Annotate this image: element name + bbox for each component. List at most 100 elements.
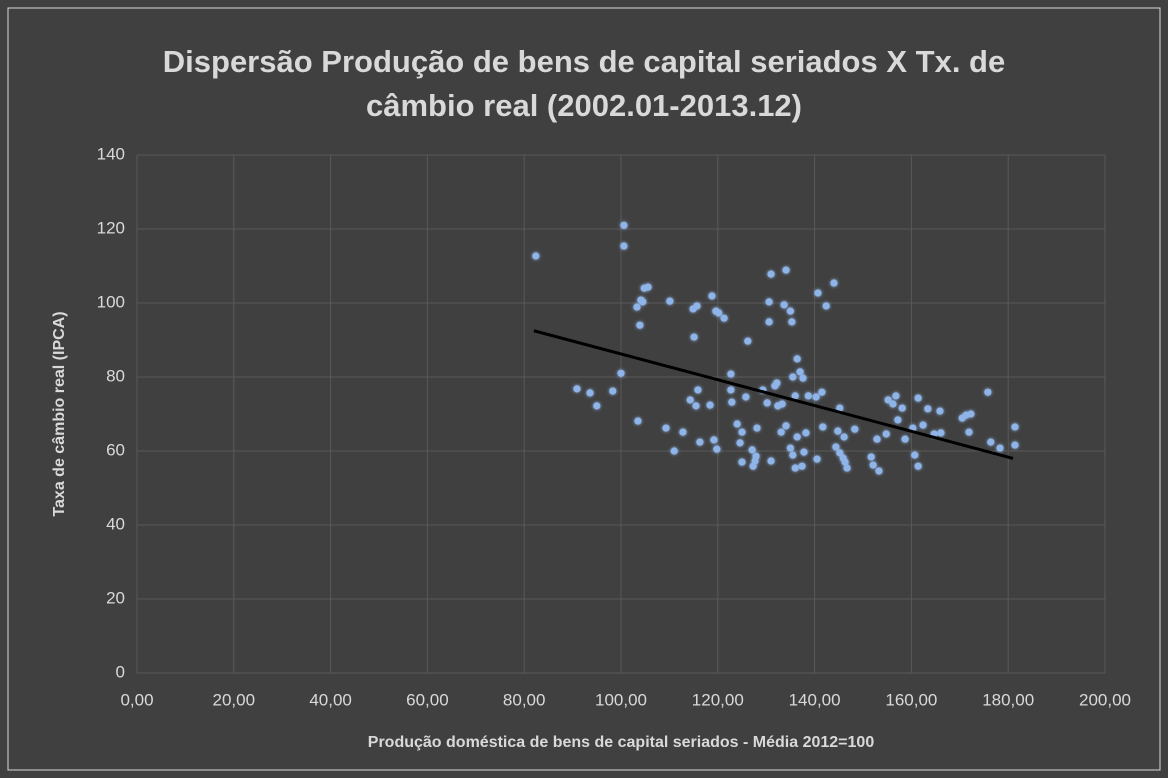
- scatter-point: [777, 428, 785, 436]
- scatter-point: [869, 461, 877, 469]
- scatter-point: [744, 337, 752, 345]
- y-tick-label: 0: [116, 662, 125, 681]
- scatter-point: [748, 446, 756, 454]
- scatter-point: [889, 400, 897, 408]
- scatter-point: [767, 457, 775, 465]
- scatter-point: [617, 369, 625, 377]
- scatter-point: [620, 221, 628, 229]
- scatter-point: [690, 333, 698, 341]
- scatter-point: [984, 388, 992, 396]
- scatter-point: [987, 438, 995, 446]
- scatter-point: [644, 283, 652, 291]
- scatter-point: [813, 455, 821, 463]
- scatter-point: [708, 292, 716, 300]
- scatter-point: [894, 416, 902, 424]
- scatter-point: [666, 297, 674, 305]
- scatter-point: [727, 386, 735, 394]
- x-tick-label: 160,00: [885, 690, 937, 709]
- scatter-point: [996, 444, 1004, 452]
- x-tick-label: 120,00: [692, 690, 744, 709]
- scatter-point: [830, 279, 838, 287]
- scatter-point: [780, 301, 788, 309]
- scatter-point: [706, 401, 714, 409]
- y-tick-label: 60: [106, 440, 125, 459]
- scatter-point: [789, 451, 797, 459]
- scatter-point: [819, 423, 827, 431]
- scatter-point: [796, 368, 804, 376]
- scatter-point: [875, 467, 883, 475]
- scatter-point: [914, 394, 922, 402]
- scatter-point: [728, 398, 736, 406]
- scatter-point: [799, 374, 807, 382]
- scatter-point: [873, 435, 881, 443]
- scatter-point: [840, 433, 848, 441]
- scatter-point: [884, 396, 892, 404]
- scatter-point: [836, 404, 844, 412]
- scatter-point: [1011, 423, 1019, 431]
- scatter-point: [752, 452, 760, 460]
- scatter-point: [662, 424, 670, 432]
- scatter-point: [738, 428, 746, 436]
- scatter-point: [802, 429, 810, 437]
- scatter-point: [532, 252, 540, 260]
- y-tick-label: 120: [97, 218, 125, 237]
- scatter-point: [692, 402, 700, 410]
- scatter-point: [791, 392, 799, 400]
- y-tick-label: 140: [97, 144, 125, 163]
- scatter-point: [634, 417, 642, 425]
- scatter-point: [696, 438, 704, 446]
- scatter-point: [713, 445, 721, 453]
- y-tick-label: 100: [97, 292, 125, 311]
- scatter-point: [786, 307, 795, 315]
- scatter-point: [793, 355, 801, 363]
- scatter-point: [901, 435, 909, 443]
- scatter-point: [715, 309, 723, 317]
- x-tick-label: 60,00: [406, 690, 449, 709]
- y-tick-label: 40: [106, 514, 125, 533]
- scatter-point: [694, 386, 702, 394]
- scatter-point: [679, 428, 687, 436]
- scatter-point: [812, 393, 820, 401]
- scatter-point: [693, 302, 701, 310]
- scatter-point: [620, 242, 628, 250]
- scatter-point: [765, 298, 773, 306]
- scatter-point: [793, 433, 801, 441]
- chart-frame: [7, 7, 1161, 771]
- trendline: [533, 329, 1014, 460]
- scatter-point: [867, 453, 875, 461]
- scatter-point: [937, 429, 945, 437]
- scatter-point: [936, 407, 944, 415]
- x-tick-label: 200,00: [1079, 690, 1131, 709]
- scatter-point: [636, 321, 644, 329]
- scatter-point: [789, 373, 797, 381]
- scatter-point: [814, 289, 822, 297]
- x-axis-title: Produção doméstica de bens de capital se…: [368, 734, 875, 751]
- scatter-point: [782, 266, 790, 274]
- scatter-point: [834, 427, 842, 435]
- scatter-point: [742, 393, 750, 401]
- scatter-point: [882, 430, 890, 438]
- scatter-point: [586, 389, 594, 397]
- scatter-point: [763, 399, 771, 407]
- scatter-point: [767, 270, 775, 278]
- scatter-point: [898, 404, 906, 412]
- scatter-point: [593, 402, 601, 410]
- scatter-point: [788, 318, 796, 326]
- scatter-point: [720, 314, 728, 322]
- scatter-point: [686, 396, 694, 404]
- scatter-point: [670, 447, 678, 455]
- scatter-point: [798, 462, 806, 470]
- scatter-point: [786, 444, 795, 452]
- scatter-point: [736, 439, 744, 447]
- scatter-point: [727, 370, 735, 378]
- scatter-point: [804, 392, 812, 400]
- scatter-point: [843, 464, 851, 472]
- scatter-point: [710, 436, 718, 444]
- scatter-point: [836, 449, 844, 457]
- scatter-point: [800, 448, 808, 456]
- scatter-point: [818, 388, 826, 396]
- scatter-point: [773, 379, 781, 387]
- scatter-point: [753, 424, 761, 432]
